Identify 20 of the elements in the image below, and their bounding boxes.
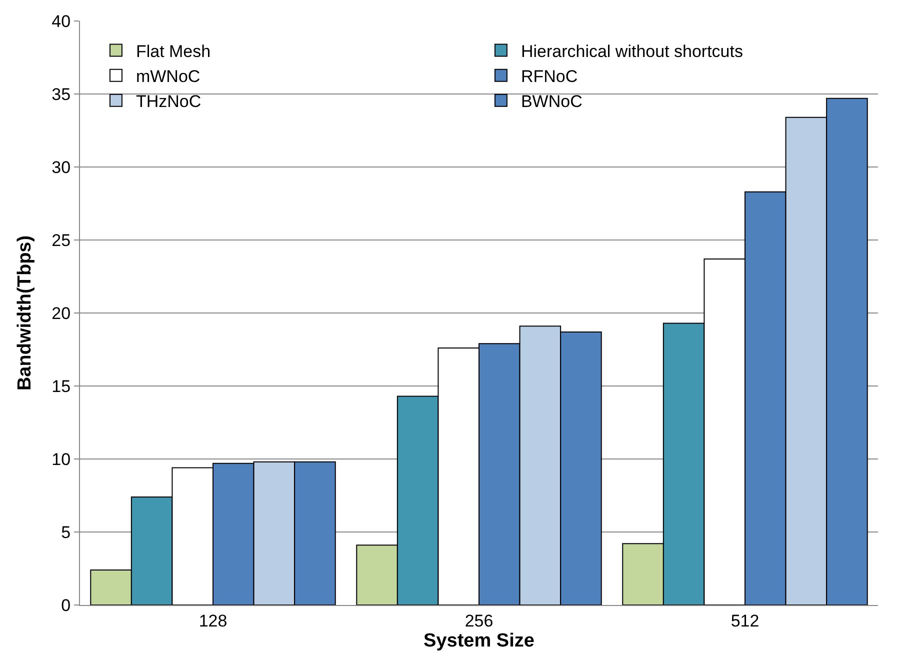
legend-label: BWNoC: [520, 92, 582, 112]
x-tick-label: 256: [464, 611, 494, 630]
y-tick-label: 10: [52, 450, 71, 469]
legend-label: Hierarchical without shortcuts: [520, 42, 743, 61]
y-tick-label: 25: [52, 230, 71, 250]
legend-label: mWNoC: [136, 66, 200, 86]
y-tick-label: 20: [52, 304, 71, 323]
y-tick-label: 40: [52, 12, 71, 31]
y-tick-label: 35: [52, 84, 71, 104]
y-tick-label: 15: [52, 376, 71, 396]
x-tick-label: 512: [730, 611, 760, 630]
y-axis-title: Bandwidth(Tbps): [14, 235, 36, 391]
y-tick-label: 30: [52, 158, 71, 177]
y-tick-label: 0: [61, 596, 71, 615]
x-tick-label: 128: [198, 611, 228, 630]
legend-label: RFNoC: [520, 66, 578, 86]
y-tick-label: 5: [61, 522, 71, 542]
x-axis-title: System Size: [424, 630, 534, 652]
legend-label: THzNoC: [136, 92, 202, 112]
legend-label: Flat Mesh: [136, 42, 211, 61]
